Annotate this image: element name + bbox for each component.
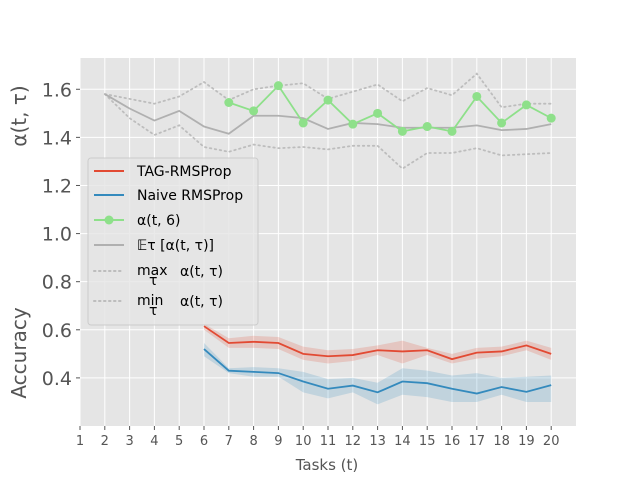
legend: TAG-RMSProp Naive RMSProp α(t, 6) 𝔼τ [α(t, … bbox=[87, 157, 259, 326]
legend-box bbox=[87, 157, 259, 326]
data-point-t-6 bbox=[422, 122, 432, 132]
legend-label-naive-rmsprop: Naive RMSProp bbox=[137, 188, 243, 204]
y-tick-label: 1.6 bbox=[42, 79, 72, 101]
legend-label-op: min bbox=[137, 293, 163, 309]
data-point-t-6 bbox=[323, 95, 333, 105]
band-tag-rmsprop bbox=[204, 323, 552, 364]
data-point-t-6 bbox=[298, 118, 308, 128]
data-point-t-6 bbox=[397, 126, 407, 136]
data-point-t-6 bbox=[249, 106, 259, 116]
x-tick-label: 12 bbox=[345, 434, 362, 449]
x-tick-label: 5 bbox=[175, 434, 183, 449]
x-tick-label: 9 bbox=[274, 434, 282, 449]
legend-marker-t-6 bbox=[104, 215, 114, 225]
y-axis-label-alpha: α(t, τ) bbox=[7, 85, 31, 146]
y-axis-ticks: 0.4 0.6 0.8 1.0 1.2 1.4 1.6 bbox=[42, 79, 80, 390]
x-axis-label: Tasks (t) bbox=[295, 456, 359, 474]
legend-label-sub: τ bbox=[149, 273, 157, 289]
series-line-t-6 bbox=[228, 84, 552, 133]
x-tick-label: 8 bbox=[249, 434, 257, 449]
x-tick-label: 4 bbox=[150, 434, 158, 449]
data-point-t-6 bbox=[224, 97, 234, 107]
x-tick-label: 13 bbox=[369, 434, 386, 449]
series-line-naive-rmsprop bbox=[203, 348, 552, 395]
data-point-t-6 bbox=[273, 81, 283, 91]
x-tick-label: 3 bbox=[125, 434, 133, 449]
y-axis-label-accuracy: Accuracy bbox=[7, 307, 31, 398]
x-tick-label: 19 bbox=[518, 434, 535, 449]
y-tick-label: 1.0 bbox=[42, 224, 72, 246]
y-tick-label: 0.6 bbox=[42, 320, 72, 342]
legend-label-t: 𝔼τ [α(t, τ)] bbox=[137, 238, 214, 254]
legend-label-tag-rmsprop: TAG-RMSProp bbox=[136, 164, 232, 180]
series-line-t bbox=[104, 93, 552, 135]
x-tick-label: 17 bbox=[469, 434, 486, 449]
series-line-tag-rmsprop bbox=[203, 325, 552, 361]
x-tick-label: 15 bbox=[419, 434, 436, 449]
x-tick-label: 14 bbox=[394, 434, 411, 449]
legend-label-sub: τ bbox=[149, 303, 157, 319]
data-point-t-6 bbox=[521, 100, 531, 110]
series-line-min-t bbox=[103, 93, 553, 170]
x-tick-label: 1 bbox=[76, 434, 84, 449]
data-point-t-6 bbox=[497, 118, 507, 128]
legend-label-t-6: α(t, 6) bbox=[137, 213, 180, 229]
y-tick-label: 1.2 bbox=[42, 175, 72, 197]
x-tick-label: 2 bbox=[101, 434, 109, 449]
x-axis-ticks: 1 2 3 4 5 6 7 8 9 10 11 12 13 14 15 16 17 18 19 20 bbox=[76, 426, 560, 449]
y-tick-label: 1.4 bbox=[42, 127, 72, 149]
band-naive-rmsprop bbox=[204, 343, 552, 405]
data-point-t-6 bbox=[447, 126, 457, 136]
x-tick-label: 18 bbox=[493, 434, 510, 449]
legend-label-op: max bbox=[137, 263, 168, 279]
data-point-t-6 bbox=[348, 119, 358, 129]
x-tick-label: 7 bbox=[225, 434, 233, 449]
x-tick-label: 20 bbox=[543, 434, 560, 449]
y-tick-label: 0.8 bbox=[42, 272, 72, 294]
data-point-t-6 bbox=[546, 113, 556, 123]
x-tick-label: 16 bbox=[444, 434, 461, 449]
x-tick-label: 10 bbox=[295, 434, 312, 449]
legend-label-rest: α(t, τ) bbox=[180, 294, 223, 310]
data-point-t-6 bbox=[472, 91, 482, 101]
x-tick-label: 6 bbox=[200, 434, 208, 449]
data-point-t-6 bbox=[373, 108, 383, 118]
x-tick-label: 11 bbox=[320, 434, 337, 449]
y-tick-label: 0.4 bbox=[42, 368, 72, 390]
legend-label-rest: α(t, τ) bbox=[180, 264, 223, 280]
